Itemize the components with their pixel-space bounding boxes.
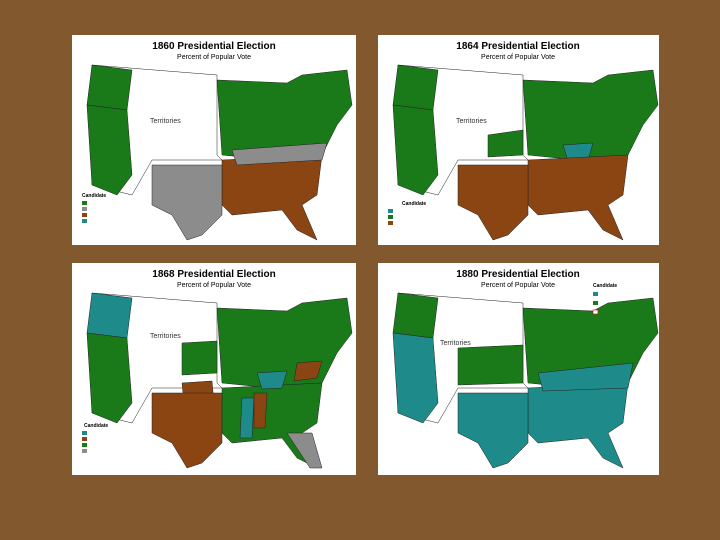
map-subtitle: Percent of Popular Vote (481, 282, 555, 289)
map-subtitle: Percent of Popular Vote (177, 54, 251, 61)
region (151, 392, 223, 469)
map-panel: 1864 Presidential Election Percent of Po… (378, 35, 659, 245)
territory-label: Territories (150, 118, 181, 125)
region (457, 392, 529, 469)
region (231, 142, 328, 166)
region (221, 154, 323, 241)
map-title: 1864 Presidential Election (456, 41, 579, 52)
region (151, 164, 223, 241)
region (487, 129, 524, 158)
region (392, 64, 439, 111)
region (527, 154, 629, 241)
region (457, 344, 524, 386)
legend-swatch (82, 431, 87, 435)
legend-swatch (82, 449, 87, 453)
map-title: 1880 Presidential Election (456, 269, 579, 280)
map-subtitle: Percent of Popular Vote (481, 54, 555, 61)
territory-label: Territories (150, 333, 181, 340)
map-panel: 1868 Presidential Election Percent of Po… (72, 263, 356, 475)
map-subtitle: Percent of Popular Vote (177, 282, 251, 289)
legend-swatch (82, 443, 87, 447)
region (392, 104, 439, 196)
region (457, 164, 529, 241)
region (256, 370, 288, 390)
region (253, 392, 268, 429)
map-title: 1860 Presidential Election (152, 41, 275, 52)
legend-title: Candidate (402, 201, 426, 207)
legend-title: Candidate (84, 423, 108, 429)
map-panel: 1880 Presidential Election Percent of Po… (378, 263, 659, 475)
region (86, 292, 133, 339)
region (239, 397, 255, 439)
region (181, 340, 218, 376)
legend-swatch (592, 309, 599, 315)
region (537, 362, 634, 392)
region (286, 432, 323, 469)
legend-swatch (593, 292, 598, 296)
region (522, 69, 659, 161)
legend-swatch (82, 207, 87, 211)
legend-title: Candidate (593, 283, 617, 289)
legend-title: Candidate (82, 193, 106, 199)
region (392, 292, 439, 339)
legend-swatch (82, 219, 87, 223)
legend-swatch (82, 201, 87, 205)
legend-swatch (388, 215, 393, 219)
map-panel: 1860 Presidential Election Percent of Po… (72, 35, 356, 245)
legend-swatch (593, 301, 598, 305)
territory-label: Territories (456, 118, 487, 125)
legend-swatch (82, 437, 87, 441)
territory-label: Territories (440, 340, 471, 347)
legend-swatch (82, 213, 87, 217)
region (293, 360, 323, 382)
region (392, 332, 439, 424)
map-title: 1868 Presidential Election (152, 269, 275, 280)
region (527, 382, 629, 469)
legend-swatch (388, 221, 393, 225)
region (86, 64, 133, 111)
region (86, 104, 133, 196)
legend-swatch (388, 209, 393, 213)
region (86, 332, 133, 424)
